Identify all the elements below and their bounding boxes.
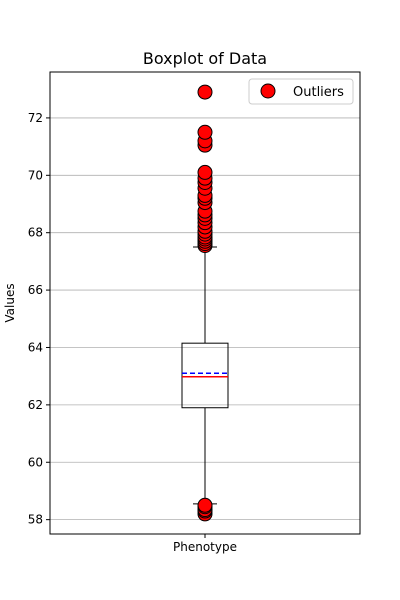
y-axis-ticks: 58 60 62 64 66 68 70 72 bbox=[28, 111, 50, 527]
legend-outliers-label: Outliers bbox=[293, 85, 344, 100]
y-tick-label: 68 bbox=[28, 226, 43, 240]
legend-frame bbox=[248, 78, 354, 105]
y-tick-label: 66 bbox=[28, 283, 43, 297]
outlier-point bbox=[197, 497, 213, 513]
outlier-point bbox=[197, 124, 213, 140]
legend-outlier-marker bbox=[260, 83, 276, 99]
box-group bbox=[181, 246, 229, 505]
y-axis-label: Values bbox=[3, 283, 17, 322]
y-tick-label: 72 bbox=[28, 111, 43, 125]
y-tick-label: 64 bbox=[28, 340, 43, 354]
y-tick-label: 60 bbox=[28, 455, 43, 469]
x-axis-ticks: Phenotype bbox=[173, 534, 237, 554]
outlier-point bbox=[197, 164, 213, 180]
outlier-point bbox=[197, 84, 213, 100]
y-tick-label: 70 bbox=[28, 168, 43, 182]
outlier-points bbox=[197, 84, 213, 522]
x-tick-label: Phenotype bbox=[173, 540, 237, 554]
y-tick-label: 58 bbox=[28, 513, 43, 527]
iqr-box bbox=[181, 342, 229, 409]
y-tick-label: 62 bbox=[28, 398, 43, 412]
chart-title: Boxplot of Data bbox=[143, 49, 267, 68]
legend: Outliers bbox=[248, 78, 354, 105]
